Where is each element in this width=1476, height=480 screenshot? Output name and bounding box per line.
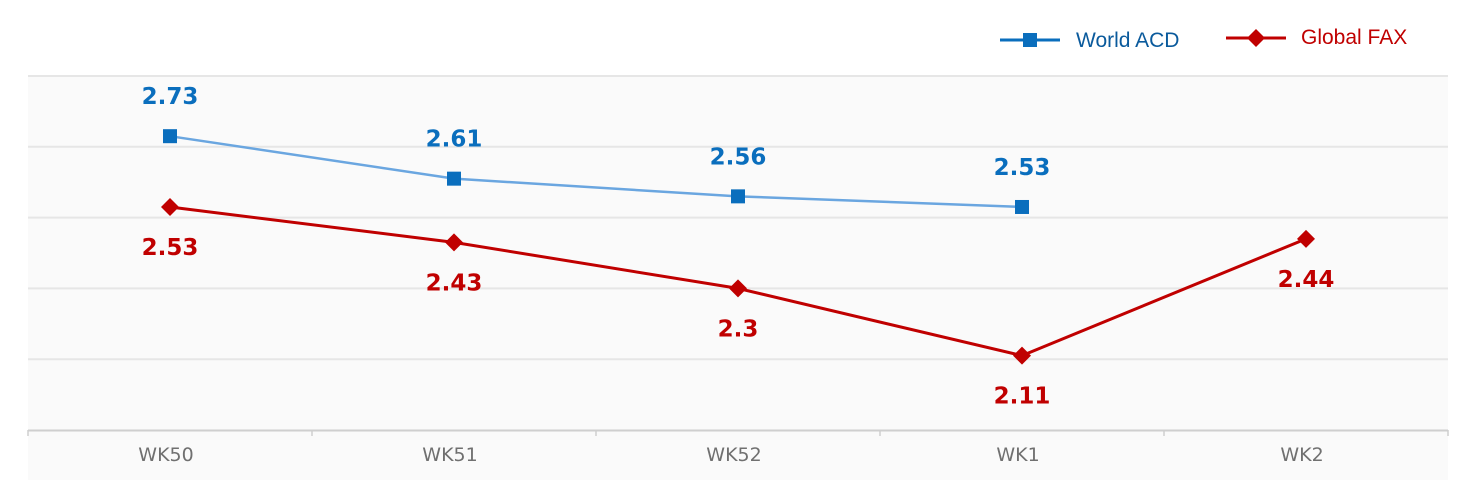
legend-label-global-fax: Global FAX [1301,26,1407,49]
data-label-world-acd: 2.61 [426,127,483,153]
data-label-global-fax: 2.3 [718,316,759,342]
legend-diamond-marker-icon [1247,29,1265,47]
x-tick-label: WK52 [706,444,761,466]
legend-label-world-acd: World ACD [1076,29,1179,52]
data-point-global-fax[interactable] [1297,229,1315,248]
data-point-global-fax[interactable] [161,197,179,216]
data-point-world-acd[interactable] [1015,199,1029,214]
data-label-global-fax: 2.43 [426,270,483,296]
data-point-global-fax[interactable] [729,279,747,298]
data-label-world-acd: 2.56 [710,144,767,170]
data-label-world-acd: 2.53 [994,155,1051,181]
legend-item-world-acd[interactable]: World ACD [1000,29,1179,52]
data-labels: 2.73 2.61 2.56 2.53 2.53 2.43 2.3 2.11 2.44 [142,84,1335,409]
data-label-global-fax: 2.53 [142,235,199,261]
x-tick-label: WK1 [996,444,1039,466]
data-point-global-fax[interactable] [445,233,463,252]
data-point-world-acd[interactable] [447,171,461,186]
data-label-world-acd: 2.73 [142,84,199,110]
legend: World ACD Global FAX [1000,26,1407,52]
data-label-global-fax: 2.44 [1278,267,1335,293]
x-tick-label: WK2 [1280,444,1323,466]
series-layer [161,129,1315,365]
data-label-global-fax: 2.11 [994,384,1051,410]
legend-square-marker-icon [1023,33,1037,47]
series-line-world-acd [169,134,1023,209]
x-tick-label: WK51 [422,444,477,466]
plot-background [28,76,1448,480]
legend-item-global-fax[interactable]: Global FAX [1226,26,1407,49]
data-point-world-acd[interactable] [731,189,745,204]
data-point-global-fax[interactable] [1013,346,1031,365]
data-point-world-acd[interactable] [163,129,177,144]
x-axis: WK50 WK51 WK52 WK1 WK2 [27,429,1449,466]
x-tick-label: WK50 [138,444,193,466]
